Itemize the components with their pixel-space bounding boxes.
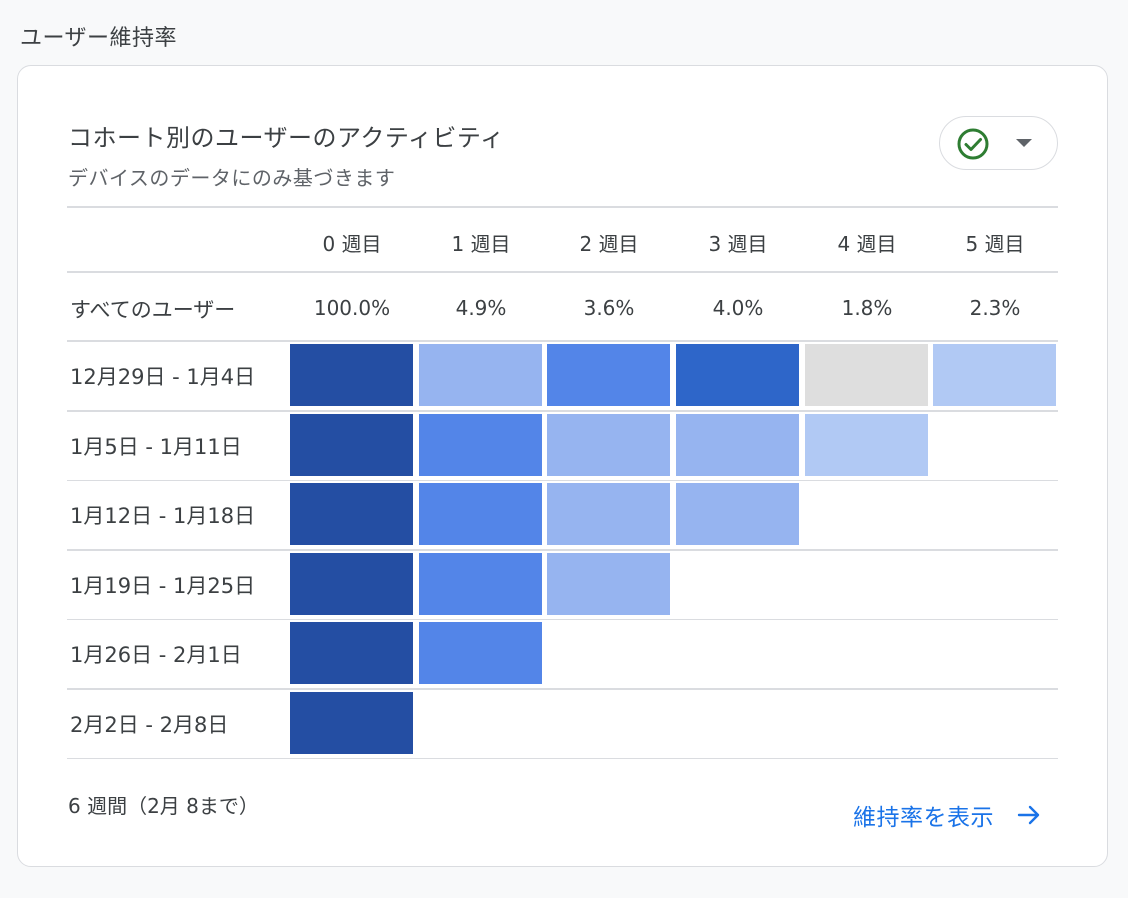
- retention-cell: [290, 552, 413, 615]
- column-header: 1 週目: [451, 232, 511, 256]
- row-divider: [67, 410, 1058, 412]
- column-header: 0 週目: [322, 232, 382, 256]
- divider: [67, 271, 1058, 273]
- all-users-value: 1.8%: [841, 296, 893, 320]
- row-divider: [67, 549, 1058, 551]
- all-users-value: 4.9%: [455, 296, 507, 320]
- row-divider: [67, 757, 1058, 759]
- retention-cell: [676, 344, 799, 406]
- card-subtitle: デバイスのデータにのみ基づきます: [68, 166, 396, 190]
- row-divider: [67, 688, 1058, 690]
- check-circle-icon: [957, 128, 989, 160]
- retention-cell: [419, 413, 542, 476]
- retention-cell: [290, 483, 413, 545]
- retention-cell: [676, 413, 799, 476]
- retention-cell: [419, 622, 542, 684]
- retention-cell: [933, 344, 1056, 406]
- retention-cell: [547, 483, 670, 545]
- column-header: 2 週目: [579, 232, 639, 256]
- retention-cell: [419, 483, 542, 545]
- cohort-row-label: 1月26日 - 2月1日: [70, 643, 242, 667]
- data-quality-dropdown[interactable]: [939, 116, 1058, 170]
- column-header: 4 週目: [837, 232, 897, 256]
- cohort-row-label: 1月5日 - 1月11日: [70, 434, 242, 459]
- row-divider: [67, 479, 1058, 481]
- retention-cell: [419, 344, 542, 406]
- all-users-value: 100.0%: [313, 296, 391, 320]
- column-header: 3 週目: [708, 232, 768, 256]
- view-retention-link[interactable]: 維持率を表示: [853, 798, 1042, 832]
- all-users-label: すべてのユーザー: [70, 298, 236, 322]
- divider: [67, 206, 1058, 208]
- retention-cell: [290, 622, 413, 684]
- cohort-row-label: 1月19日 - 1月25日: [70, 573, 256, 598]
- column-header: 5 週目: [965, 232, 1025, 256]
- all-users-value: 3.6%: [583, 296, 635, 320]
- retention-cell: [290, 413, 413, 476]
- retention-cell: [290, 344, 413, 406]
- arrow-right-icon: [1017, 805, 1040, 825]
- cohort-row-label: 2月2日 - 2月8日: [70, 712, 229, 737]
- retention-cell: [676, 483, 799, 545]
- retention-cell: [547, 552, 670, 615]
- view-retention-label: 維持率を表示: [853, 805, 994, 831]
- section-title: ユーザー維持率: [20, 26, 178, 51]
- retention-cell: [419, 552, 542, 615]
- retention-cell: [547, 413, 670, 476]
- card-title: コホート別のユーザーのアクティビティ: [68, 124, 505, 152]
- retention-cell: [290, 691, 413, 754]
- cohort-card: コホート別のユーザーのアクティビティ デバイスのデータにのみ基づきます 0 週目…: [17, 65, 1108, 867]
- caret-down-icon: [1016, 139, 1032, 147]
- all-users-value: 2.3%: [969, 296, 1021, 320]
- retention-cell: [547, 344, 670, 406]
- retention-cell: [805, 344, 928, 406]
- all-users-value: 4.0%: [712, 296, 764, 320]
- cohort-row-label: 1月12日 - 1月18日: [70, 504, 256, 528]
- divider: [67, 340, 1058, 342]
- row-divider: [67, 618, 1058, 620]
- cohort-row-label: 12月29日 - 1月4日: [70, 365, 256, 389]
- date-range-note: 6 週間（2月 8まで）: [68, 794, 259, 818]
- retention-cell: [805, 413, 928, 476]
